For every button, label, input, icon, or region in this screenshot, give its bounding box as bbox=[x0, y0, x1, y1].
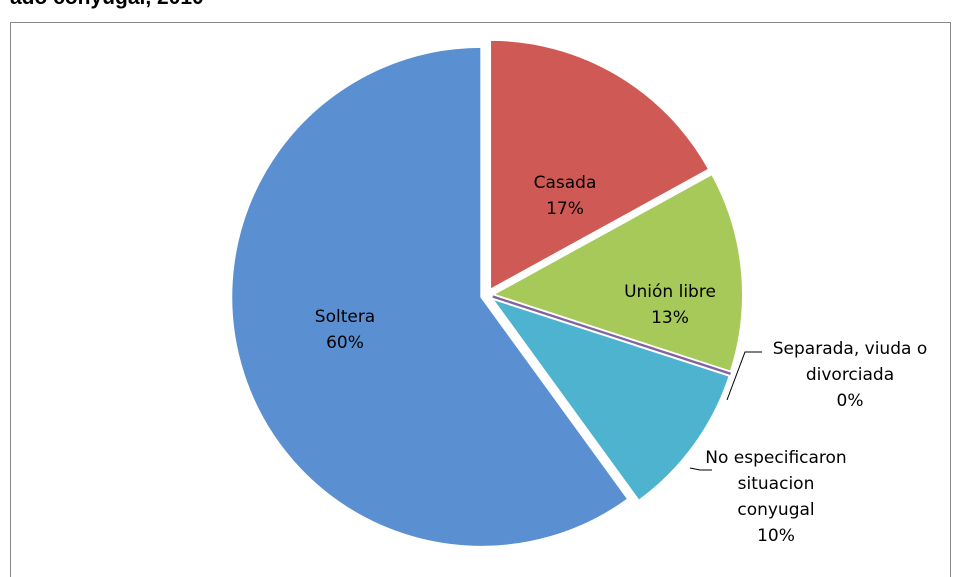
data-label: Separada, viuda o divorciada 0% bbox=[755, 336, 945, 414]
pie-slice bbox=[489, 296, 731, 503]
leader-line bbox=[726, 351, 762, 401]
pie-slice bbox=[490, 172, 744, 373]
pie-slice bbox=[230, 45, 630, 548]
category-label: Unión libre bbox=[624, 282, 716, 302]
category-label: Casada bbox=[533, 173, 597, 193]
value-label: 13% bbox=[651, 308, 689, 328]
value-label: 0% bbox=[836, 391, 864, 411]
data-label: Soltera 60% bbox=[315, 304, 375, 356]
leader-line bbox=[689, 467, 712, 471]
value-label: 17% bbox=[546, 199, 584, 219]
category-label: Soltera bbox=[314, 307, 376, 327]
pie-slice bbox=[489, 38, 711, 292]
chart-title: ado conyugal, 2010 bbox=[10, 0, 204, 10]
data-label: Unión libre 13% bbox=[624, 279, 716, 331]
category-label: Separada, viuda o divorciada bbox=[772, 339, 928, 385]
data-label: No especificaron situacion conyugal 10% bbox=[701, 445, 851, 549]
data-label: Casada 17% bbox=[534, 170, 597, 222]
category-label: No especificaron situacion conyugal bbox=[705, 448, 847, 520]
value-label: 10% bbox=[757, 526, 795, 546]
value-label: 60% bbox=[326, 333, 364, 353]
pie-slice bbox=[492, 295, 731, 376]
